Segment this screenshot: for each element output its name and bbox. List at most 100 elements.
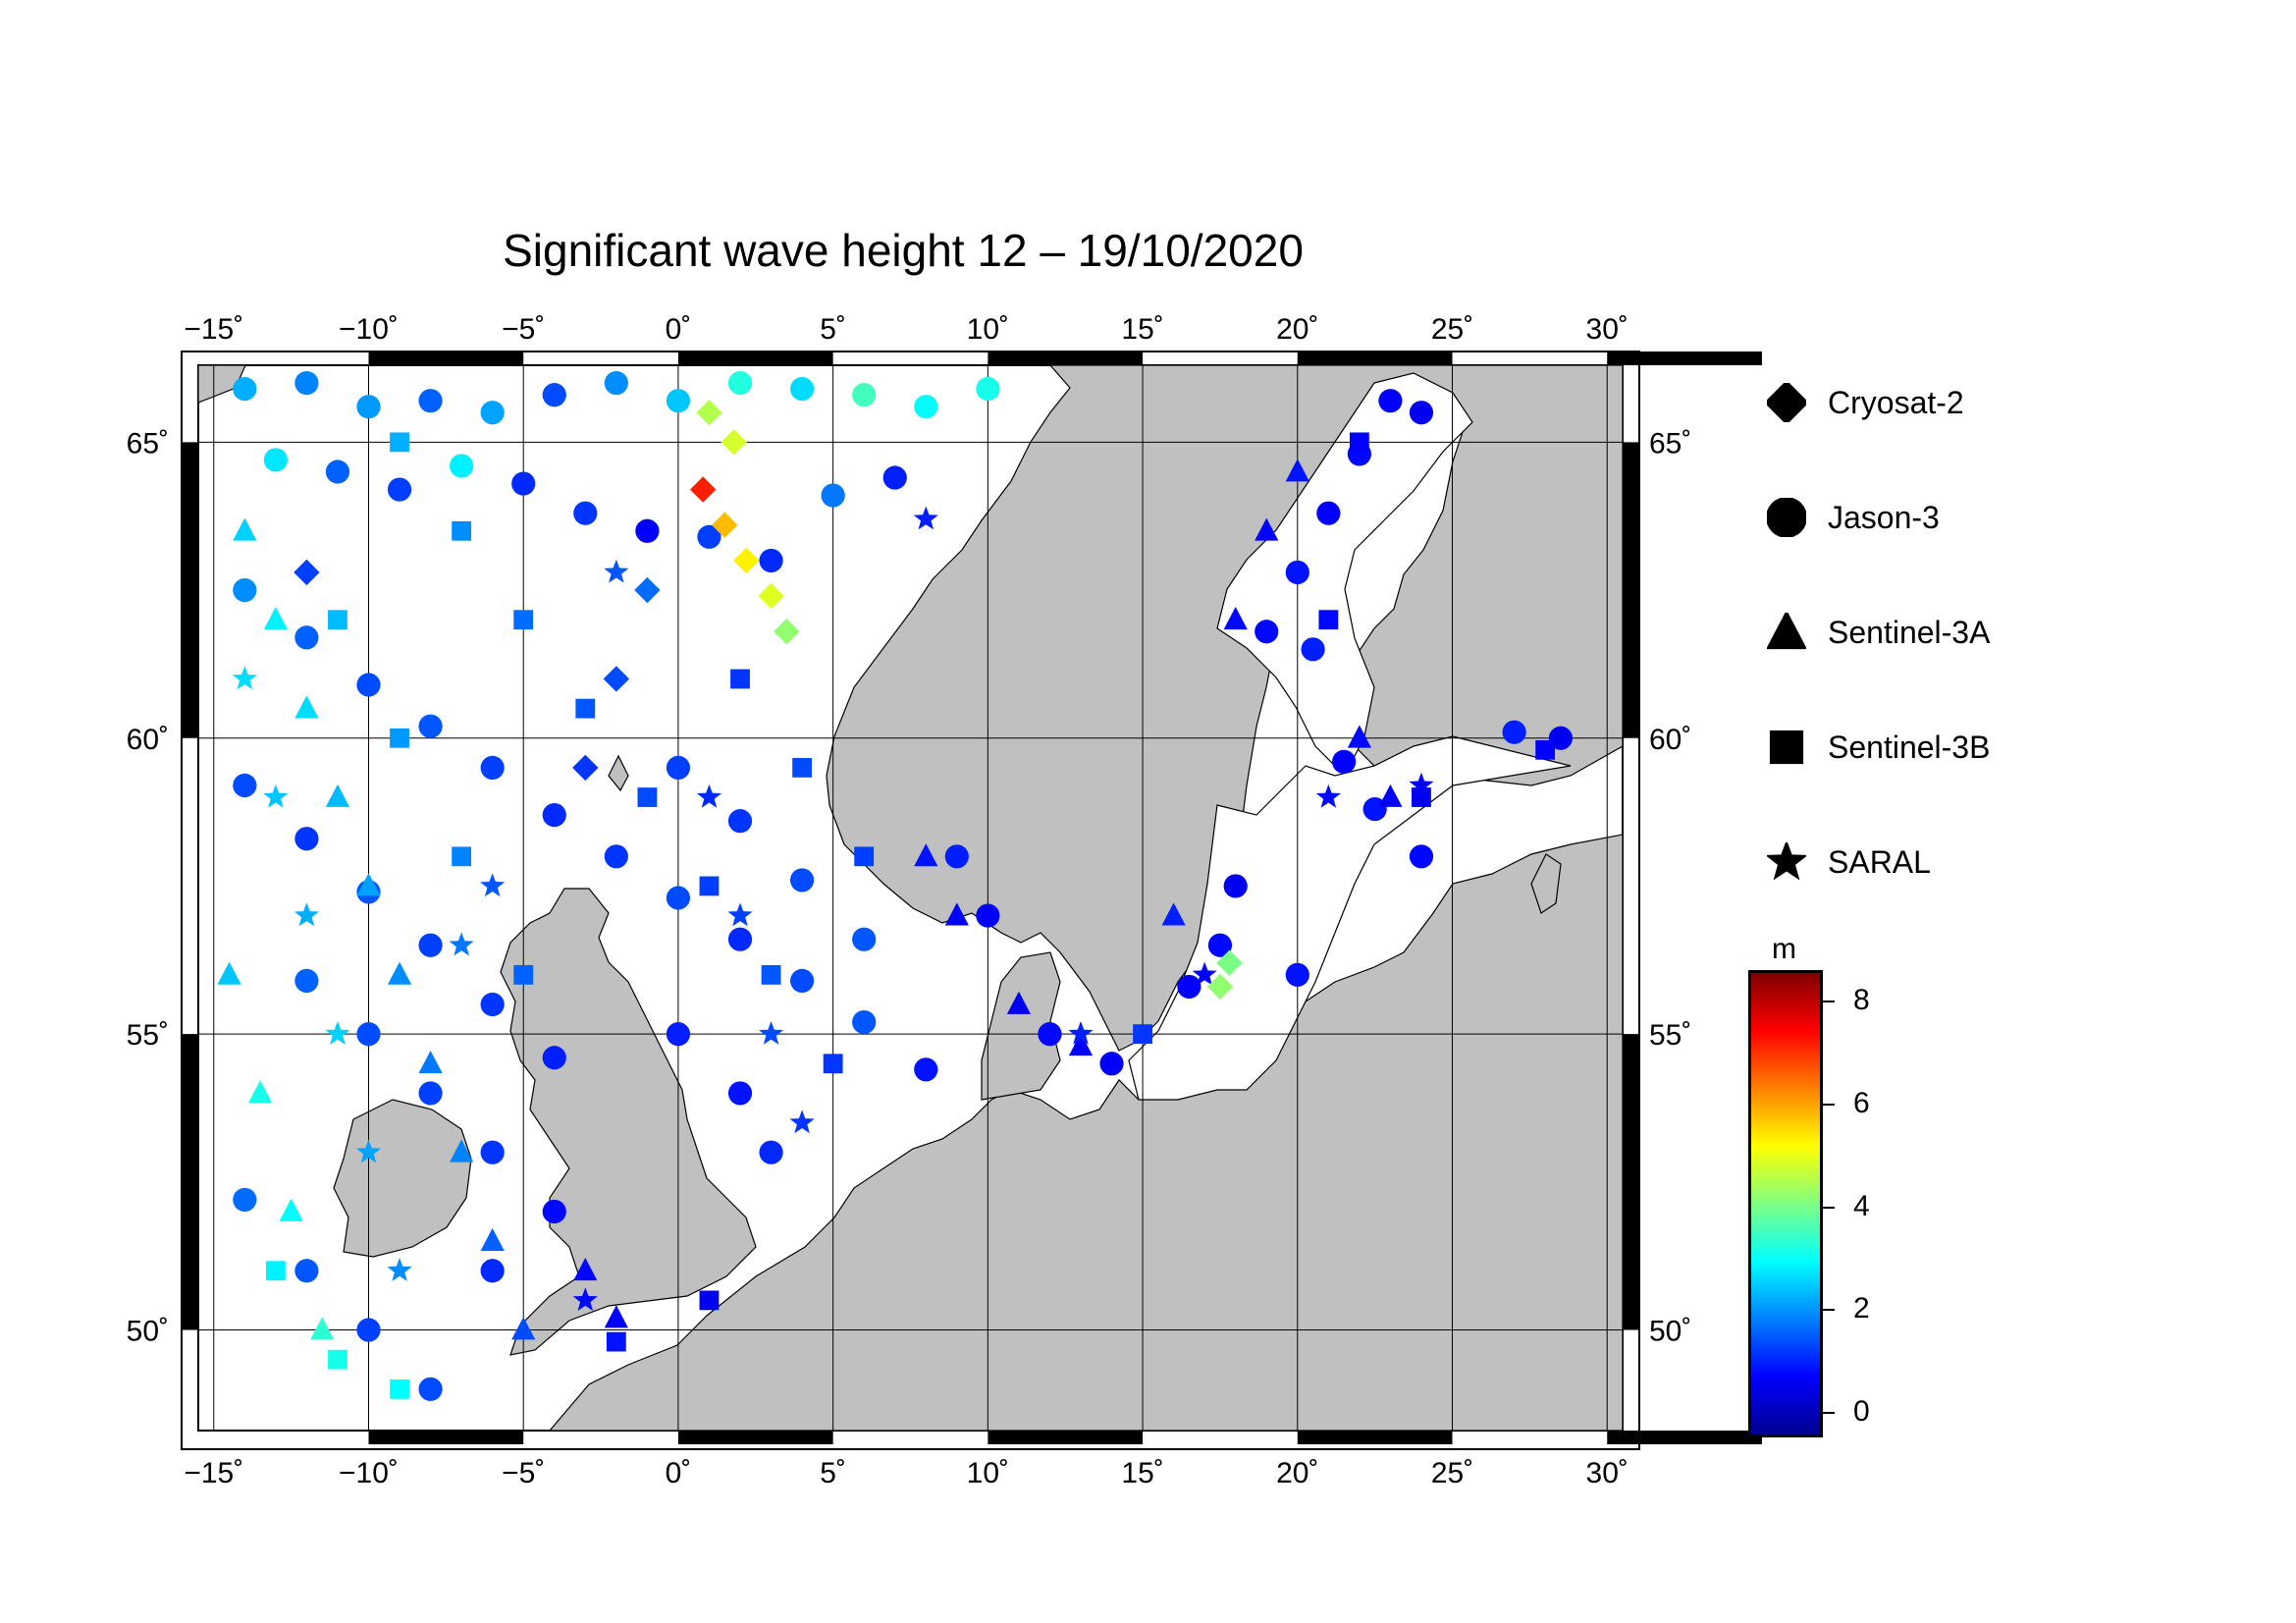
triangle-marker [325, 784, 350, 807]
square-marker [637, 787, 658, 807]
circle-marker [233, 773, 257, 798]
circle-marker [1177, 974, 1201, 1000]
triangle-marker [217, 961, 241, 985]
star-marker [789, 1109, 815, 1134]
gulf-of-bothnia [1216, 372, 1473, 778]
diamond-marker [733, 547, 760, 574]
triangle-marker [944, 902, 969, 926]
triangle-marker [418, 1051, 443, 1074]
frame-bar [1623, 442, 1639, 738]
legend-label: Jason-3 [1828, 499, 1940, 535]
star-marker [480, 873, 506, 897]
longitude-tick-label: 10˚ [967, 313, 1009, 346]
legend-label: Sentinel-3A [1828, 614, 1991, 650]
square-marker [823, 1054, 843, 1074]
circle-marker [882, 465, 907, 490]
triangle-marker [1347, 725, 1371, 748]
triangle-marker [604, 1305, 628, 1328]
circle-marker [511, 471, 536, 496]
star-marker [325, 1020, 350, 1045]
circle-marker [418, 714, 443, 738]
land-iceland [198, 365, 246, 404]
star-marker [449, 932, 474, 956]
legend-label: Cryosat-2 [1828, 384, 1964, 420]
latitude-tick-label: 55˚ [127, 1019, 169, 1052]
longitude-tick-label: 30˚ [1586, 1457, 1629, 1489]
circle-marker [666, 755, 691, 780]
circle-marker [450, 454, 474, 478]
diamond-marker [1216, 949, 1243, 977]
circle-marker [604, 370, 628, 396]
land-denmark [981, 951, 1061, 1101]
circle-marker [573, 501, 598, 525]
legend-label: SARAL [1828, 843, 1931, 880]
frame-bar [988, 352, 1144, 365]
circle-marker [914, 395, 938, 419]
circle-marker [542, 1046, 566, 1070]
longitude-tick-label: 20˚ [1276, 1457, 1318, 1489]
circle-marker [944, 844, 969, 869]
diamond-marker [294, 559, 320, 586]
colorbar-tick-label: 6 [1853, 1087, 1870, 1119]
longitude-tick-label: 15˚ [1121, 313, 1163, 346]
triangle-marker [263, 606, 288, 630]
longitude-tick-label: 5˚ [820, 1457, 846, 1489]
diamond-marker [758, 582, 784, 610]
circle-marker [789, 868, 815, 893]
circle-marker [294, 1259, 319, 1283]
circle-marker [294, 625, 319, 650]
longitude-tick-label: −5˚ [502, 1457, 545, 1489]
map-frame-bars [182, 352, 1762, 1444]
circle-marker [727, 927, 753, 951]
circle-marker [1099, 1052, 1124, 1076]
circle-marker [1207, 933, 1233, 957]
star-marker [759, 1020, 784, 1045]
colorbar-tick-label: 8 [1853, 984, 1870, 1017]
circle-marker [727, 1081, 753, 1106]
longitude-tick-label: 20˚ [1276, 313, 1318, 346]
frame-bar [677, 352, 833, 365]
star-marker [1068, 1020, 1094, 1045]
frame-bar [368, 352, 524, 365]
star-icon [1767, 842, 1806, 882]
frame-bar [677, 1431, 833, 1444]
circle-marker [1301, 637, 1325, 662]
triangle-marker [450, 1139, 474, 1163]
land-shetland [608, 754, 629, 792]
frame-bar [1607, 1431, 1762, 1444]
square-marker [390, 728, 409, 748]
star-marker [572, 1287, 598, 1312]
colorbar-tick [1823, 1206, 1835, 1209]
triangle-marker [1285, 459, 1309, 482]
baltic-sea [1128, 735, 1572, 1101]
circle-marker [1285, 560, 1309, 585]
latitude-tick-label: 65˚ [1649, 427, 1691, 460]
tick-labels: −15˚ −15˚ −10˚ −10˚ −5˚ −5˚ 0˚ 0˚ 5˚ 5˚ 10˚ 10˚ 15˚ 1… [127, 313, 1692, 1489]
triangle-marker [310, 1317, 335, 1340]
square-marker [1349, 432, 1369, 453]
longitude-tick-label: −10˚ [339, 313, 399, 346]
longitude-tick-label: −5˚ [502, 313, 545, 346]
square-marker [513, 964, 534, 985]
circle-marker [852, 927, 877, 951]
square-marker [265, 1261, 286, 1281]
latitude-tick-label: 50˚ [1649, 1316, 1691, 1348]
triangle-marker [1378, 784, 1403, 807]
square-marker [761, 964, 781, 985]
triangle-icon [1767, 613, 1806, 652]
circle-marker [356, 1318, 381, 1342]
frame-bar [1297, 352, 1453, 365]
square-marker [699, 1290, 720, 1311]
circle-marker [480, 992, 505, 1017]
land-masses [198, 365, 1623, 1431]
square-marker [452, 520, 472, 541]
square-marker [390, 1379, 409, 1399]
circle-marker [356, 1022, 381, 1047]
circle-marker [294, 827, 319, 851]
circle-marker [635, 518, 660, 543]
circle-marker [1316, 501, 1341, 525]
circle-marker [1332, 749, 1357, 774]
colorbar-tick [1823, 1001, 1835, 1003]
circle-icon [1767, 498, 1806, 537]
colorbar-tick [1823, 1411, 1835, 1414]
